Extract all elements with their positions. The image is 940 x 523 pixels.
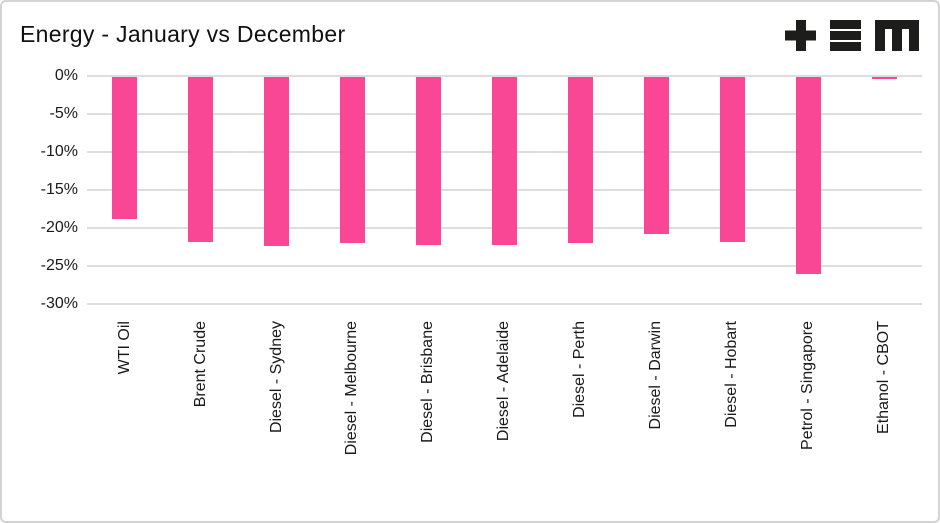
y-tick-label: -25% — [40, 257, 78, 274]
x-label-cell: Diesel - Hobart — [694, 321, 770, 519]
x-tick-label-diesel-perth: Diesel - Perth — [571, 321, 589, 418]
bar-diesel-darwin — [643, 77, 669, 235]
y-axis: 0% -5% -10% -15% -20% -25% -30% — [2, 2, 78, 521]
bar-wti-oil — [112, 77, 138, 220]
bar-diesel-sydney — [264, 77, 290, 246]
y-tick-label: -30% — [40, 295, 78, 312]
chart-title: Energy - January vs December — [20, 21, 346, 47]
y-tick-label: -15% — [40, 181, 78, 198]
triple-bar-icon — [830, 20, 861, 51]
x-label-cell: Ethanol - CBOT — [846, 321, 922, 519]
bar-diesel-melbourne — [340, 77, 366, 244]
gridline--25% — [87, 265, 922, 267]
x-tick-label-petrol-singapore: Petrol - Singapore — [798, 321, 816, 450]
x-label-cell: Diesel - Sydney — [239, 321, 315, 519]
x-label-cell: Petrol - Singapore — [770, 321, 846, 519]
bar-diesel-adelaide — [492, 77, 517, 245]
x-tick-label-brent-crude: Brent Crude — [191, 321, 209, 408]
bar-diesel-perth — [567, 77, 593, 243]
bar-brent-crude — [188, 77, 214, 242]
bar-diesel-brisbane — [416, 77, 442, 245]
plus-icon — [785, 20, 816, 51]
tem-logo — [785, 20, 919, 51]
x-tick-label-ethanol-cbot: Ethanol - CBOT — [874, 321, 892, 434]
bar-petrol-singapore — [795, 77, 821, 274]
x-tick-label-diesel-darwin: Diesel - Darwin — [647, 321, 665, 430]
plot-area — [87, 75, 922, 305]
x-label-cell: Diesel - Melbourne — [315, 321, 391, 519]
gridline--30% — [87, 303, 922, 305]
bar-diesel-hobart — [719, 77, 745, 242]
x-tick-label-diesel-brisbane: Diesel - Brisbane — [419, 321, 437, 443]
bar-ethanol-cbot — [871, 77, 897, 80]
y-tick-label: -5% — [49, 105, 78, 122]
x-tick-label-diesel-sydney: Diesel - Sydney — [267, 321, 285, 434]
x-label-cell: WTI Oil — [87, 321, 163, 519]
y-tick-label: -10% — [40, 143, 78, 160]
x-tick-label-diesel-melbourne: Diesel - Melbourne — [343, 321, 361, 456]
y-tick-label: 0% — [54, 67, 78, 84]
x-label-cell: Diesel - Darwin — [618, 321, 694, 519]
x-axis: WTI Oil Brent Crude Diesel - Sydney Diesel … — [87, 321, 922, 519]
y-tick-label: -20% — [40, 219, 78, 236]
x-tick-label-wti-oil: WTI Oil — [115, 321, 133, 375]
x-label-cell: Diesel - Perth — [542, 321, 618, 519]
x-label-cell: Diesel - Adelaide — [467, 321, 543, 519]
x-label-cell: Diesel - Brisbane — [391, 321, 467, 519]
x-label-cell: Brent Crude — [163, 321, 239, 519]
m-icon — [875, 20, 919, 51]
gridline-0% — [87, 75, 922, 77]
x-tick-label-diesel-adelaide: Diesel - Adelaide — [495, 321, 513, 442]
x-tick-label-diesel-hobart: Diesel - Hobart — [723, 321, 740, 428]
